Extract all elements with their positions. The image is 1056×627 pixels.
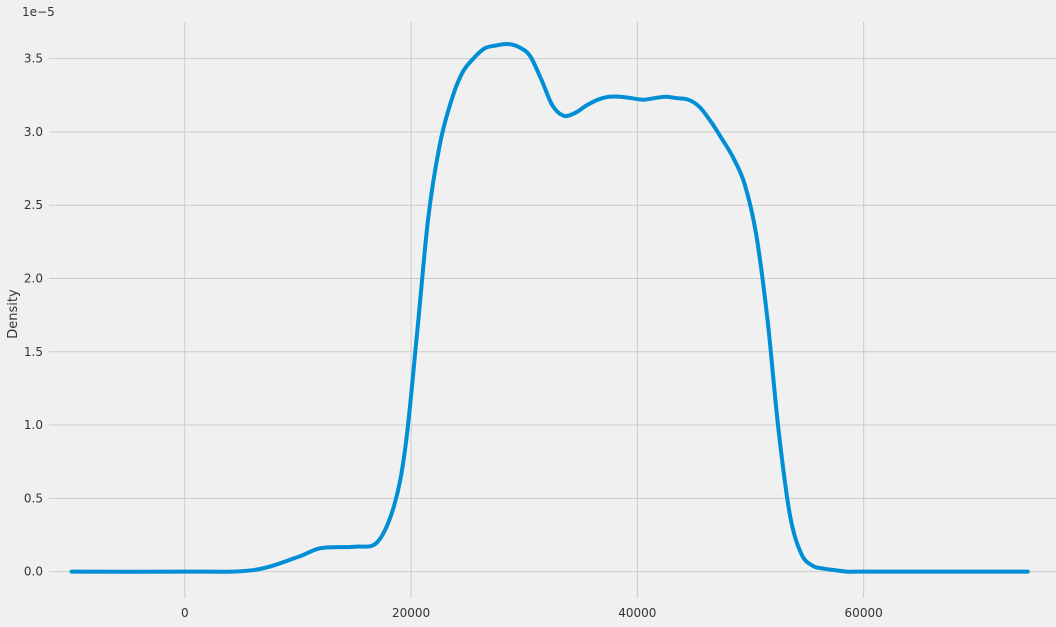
y-tick-labels: 0.0 0.5 1.0 1.5 2.0 2.5 3.0 3.5	[24, 52, 43, 579]
y-tick-label: 0.5	[24, 491, 43, 505]
y-tick-label: 3.0	[24, 125, 43, 139]
y-tick-label: 3.5	[24, 52, 43, 66]
x-tick-labels: 0 20000 40000 60000	[181, 606, 883, 620]
x-tick-label: 60000	[845, 606, 883, 620]
y-tick-label: 2.0	[24, 271, 43, 285]
y-axis-label: Density	[6, 289, 21, 339]
x-tick-label: 0	[181, 606, 189, 620]
y-tick-label: 1.0	[24, 418, 43, 432]
plot-background	[49, 22, 1056, 598]
y-tick-label: 1.5	[24, 345, 43, 359]
y-tick-label: 0.0	[24, 565, 43, 579]
x-tick-label: 40000	[618, 606, 656, 620]
y-offset-label: 1e−5	[22, 5, 55, 19]
y-tick-label: 2.5	[24, 198, 43, 212]
grid-lines	[49, 22, 1056, 598]
x-tick-label: 20000	[392, 606, 430, 620]
density-line	[69, 41, 1030, 574]
